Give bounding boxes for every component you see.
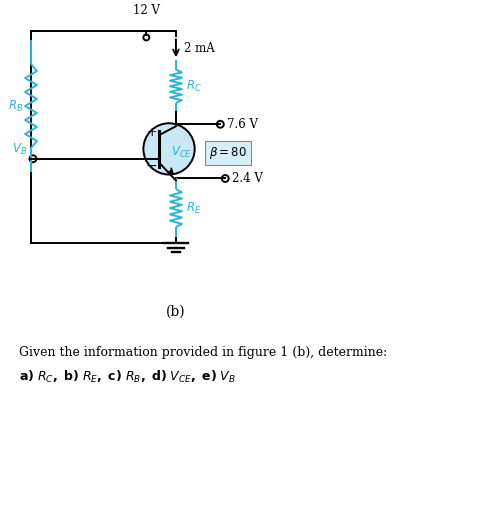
Circle shape bbox=[143, 123, 195, 175]
Text: $\beta = 80$: $\beta = 80$ bbox=[209, 145, 247, 161]
Text: 7.6 V: 7.6 V bbox=[227, 118, 258, 131]
Text: 2 mA: 2 mA bbox=[184, 42, 215, 55]
Text: −: − bbox=[145, 159, 157, 173]
Text: 2.4 V: 2.4 V bbox=[232, 172, 263, 185]
Text: Given the information provided in figure 1 (b), determine:: Given the information provided in figure… bbox=[19, 346, 387, 359]
Text: $\mathbf{a)}$ $R_C$$\mathbf{,\ b)}$ $R_E$$\mathbf{,\ c)}$ $R_B$$\mathbf{,\ d)}$ : $\mathbf{a)}$ $R_C$$\mathbf{,\ b)}$ $R_E… bbox=[19, 369, 236, 385]
Text: $V_B$: $V_B$ bbox=[12, 143, 27, 157]
Text: +: + bbox=[146, 126, 157, 139]
Text: $R_C$: $R_C$ bbox=[186, 79, 202, 94]
Text: (b): (b) bbox=[166, 305, 186, 318]
Text: $V_{CE}$: $V_{CE}$ bbox=[171, 145, 192, 161]
Text: 12 V: 12 V bbox=[133, 4, 160, 17]
Text: $R_B$: $R_B$ bbox=[7, 98, 23, 114]
Text: $R_E$: $R_E$ bbox=[186, 201, 201, 215]
